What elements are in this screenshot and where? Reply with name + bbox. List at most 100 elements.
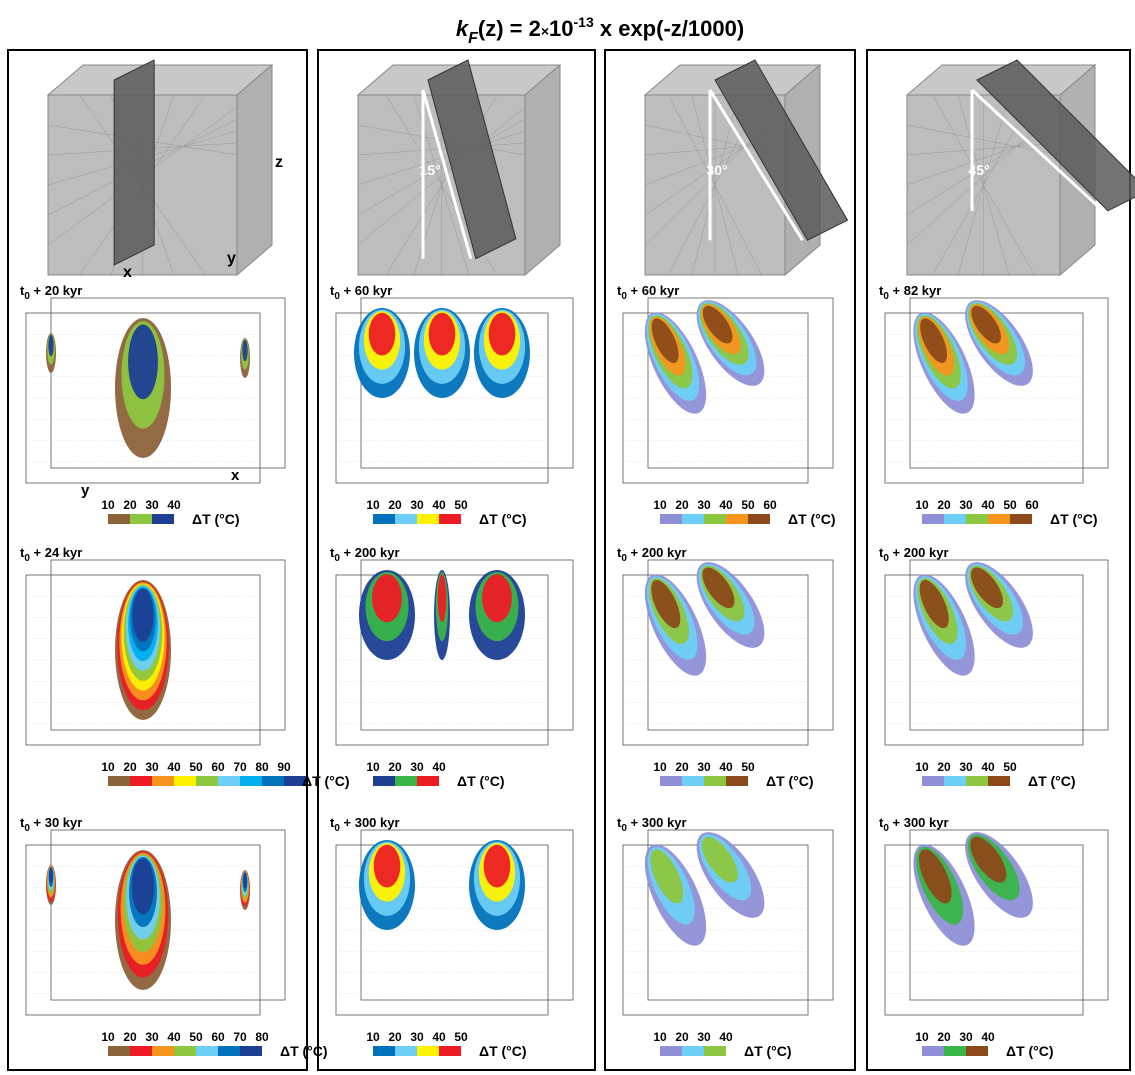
axis-letter: y xyxy=(81,482,90,499)
plume xyxy=(920,318,948,363)
time-label-part: t xyxy=(617,815,622,830)
column-frame xyxy=(604,49,856,1071)
colorbar-tick-label: 50 xyxy=(741,498,755,512)
colorbar-tick-label: 40 xyxy=(167,760,181,774)
colorbar-tick-label: 20 xyxy=(937,498,951,512)
time-label: t0 + 300 kyr xyxy=(330,815,400,834)
colorbar-swatch xyxy=(966,776,988,786)
time-label-part: t xyxy=(617,545,622,560)
plume xyxy=(49,867,53,884)
plume xyxy=(428,312,456,356)
time-label-part: 0 xyxy=(334,823,340,834)
colorbar-tick-label: 50 xyxy=(741,760,755,774)
plume xyxy=(128,324,158,400)
box-back xyxy=(50,297,286,469)
colorbar-swatch xyxy=(726,776,748,786)
plume xyxy=(918,849,952,904)
time-label-part: + 60 kyr xyxy=(340,283,392,298)
colorbar-tick-label: 60 xyxy=(1025,498,1039,512)
colorbar-unit: ΔT (°C) xyxy=(192,511,240,527)
time-label-part: + 200 kyr xyxy=(889,545,949,560)
time-label-part: t xyxy=(20,283,25,298)
plume xyxy=(48,334,54,357)
colorbar-unit: ΔT (°C) xyxy=(1050,511,1098,527)
plume xyxy=(650,849,684,904)
mesh-line xyxy=(357,106,526,246)
time-label-part: t xyxy=(879,815,884,830)
dip-angle: 30° xyxy=(706,162,727,178)
plume xyxy=(970,836,1007,883)
colorbar-tick-label: 20 xyxy=(123,760,137,774)
title-part: -13 xyxy=(574,14,594,30)
plume xyxy=(242,339,248,362)
time-label-part: + 30 kyr xyxy=(30,815,82,830)
plume xyxy=(131,858,155,915)
plume xyxy=(368,312,396,356)
colorbar-swatch xyxy=(240,776,262,786)
colorbar-tick-label: 10 xyxy=(653,498,667,512)
time-label-part: + 300 kyr xyxy=(889,815,949,830)
colorbar-swatch xyxy=(196,1046,218,1056)
plume xyxy=(970,567,1004,609)
dip-angle: 15° xyxy=(419,162,440,178)
colorbar-unit: ΔT (°C) xyxy=(457,773,505,789)
time-label-part: + 200 kyr xyxy=(627,545,687,560)
colorbar-swatch xyxy=(660,1046,682,1056)
colorbar-tick-label: 30 xyxy=(697,1030,711,1044)
colorbar-swatch xyxy=(660,776,682,786)
time-label-part: 0 xyxy=(334,553,340,564)
cube-side xyxy=(524,63,561,277)
fault-slab xyxy=(714,59,849,241)
colorbar-unit: ΔT (°C) xyxy=(766,773,814,789)
colorbar-unit: ΔT (°C) xyxy=(302,773,350,789)
colorbar-tick-label: 40 xyxy=(981,498,995,512)
plume xyxy=(488,312,516,356)
time-label: t0 + 300 kyr xyxy=(617,815,687,834)
colorbar-swatch xyxy=(218,776,240,786)
colorbar-tick-label: 50 xyxy=(1003,498,1017,512)
colorbar-tick-label: 30 xyxy=(410,1030,424,1044)
time-label-part: 0 xyxy=(621,553,627,564)
time-label: t0 + 200 kyr xyxy=(330,545,400,564)
colorbar-unit: ΔT (°C) xyxy=(788,511,836,527)
time-label-part: + 82 kyr xyxy=(889,283,941,298)
time-label-part: t xyxy=(20,545,25,560)
colorbar-swatch xyxy=(922,514,944,524)
colorbar-tick-label: 20 xyxy=(388,1030,402,1044)
colorbar-tick-label: 40 xyxy=(432,760,446,774)
axis-letter: x xyxy=(231,467,240,484)
time-label-part: + 300 kyr xyxy=(627,815,687,830)
plume xyxy=(372,574,402,623)
cube-top xyxy=(46,64,274,96)
colorbar-swatch xyxy=(439,1046,461,1056)
dip-line xyxy=(421,89,473,260)
colorbar-tick-label: 30 xyxy=(959,498,973,512)
colorbar-swatch xyxy=(108,776,130,786)
colorbar-tick-label: 20 xyxy=(675,1030,689,1044)
colorbar-swatch xyxy=(966,514,988,524)
plume xyxy=(243,872,247,889)
axis-letter: x xyxy=(123,264,132,281)
time-label: t0 + 200 kyr xyxy=(617,545,687,564)
colorbar-tick-label: 20 xyxy=(388,760,402,774)
cube-side xyxy=(236,63,273,277)
colorbar-swatch xyxy=(108,514,130,524)
box-back xyxy=(647,829,834,1001)
colorbar-swatch xyxy=(726,514,748,524)
fault-slab xyxy=(976,59,1135,212)
time-label-part: 0 xyxy=(883,291,889,302)
colorbar-tick-label: 10 xyxy=(366,498,380,512)
colorbar-tick-label: 40 xyxy=(167,1030,181,1044)
time-label: t0 + 200 kyr xyxy=(879,545,949,564)
colorbar-unit: ΔT (°C) xyxy=(479,1043,527,1059)
colorbar-tick-label: 20 xyxy=(937,1030,951,1044)
colorbar-tick-label: 10 xyxy=(366,1030,380,1044)
colorbar-swatch xyxy=(395,514,417,524)
time-label-part: 0 xyxy=(621,823,627,834)
time-label-part: t xyxy=(330,545,335,560)
box-back xyxy=(360,829,574,1001)
time-label: t0 + 60 kyr xyxy=(617,283,679,302)
colorbar-swatch xyxy=(240,1046,262,1056)
colorbar-swatch xyxy=(417,776,439,786)
